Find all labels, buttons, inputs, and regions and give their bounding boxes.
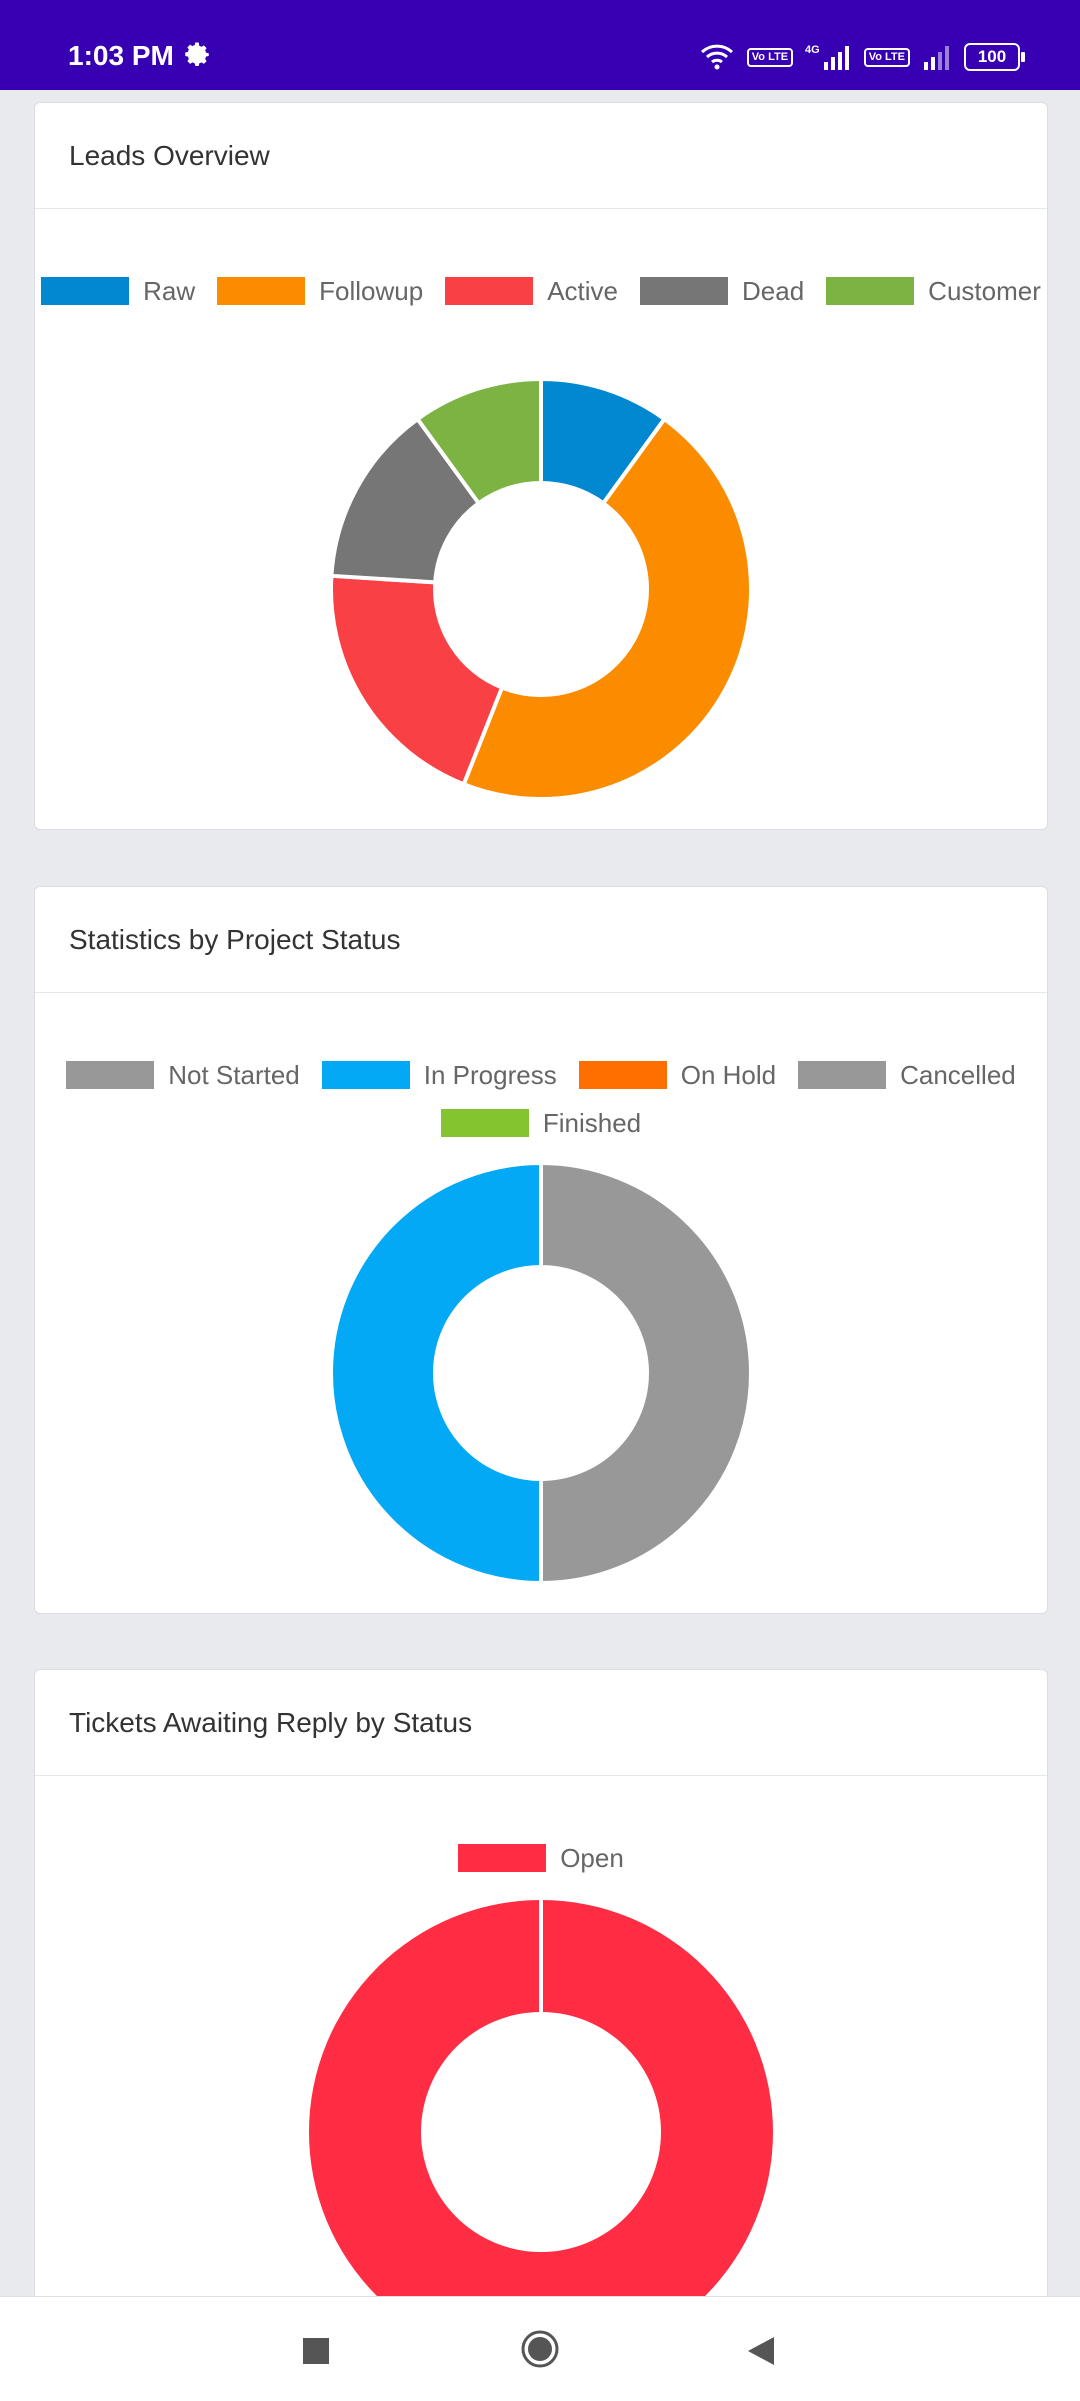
legend-swatch [440,1109,529,1137]
system-nav-bar [0,2296,1080,2401]
legend-label: Open [560,1842,624,1873]
legend-item[interactable]: Customer [826,275,1041,306]
wifi-icon [700,44,733,70]
chart-legend: Open [35,1842,1047,1873]
legend-item[interactable]: Followup [217,275,424,306]
project-status-card: Statistics by Project Status Not Started… [34,886,1048,1614]
home-circle-icon[interactable] [520,2329,560,2369]
legend-swatch [458,1844,547,1872]
legend-label: Customer [928,275,1041,306]
legend-item[interactable]: Finished [440,1107,642,1138]
volte-badge: Vo LTE [746,47,794,67]
legend-item[interactable]: On Hold [578,1059,777,1090]
legend-item[interactable]: Not Started [66,1059,300,1090]
chart-legend: Raw Followup Active Dead Customer [35,275,1047,306]
legend-swatch [217,277,306,305]
legend-swatch [640,277,729,305]
legend-label: Finished [542,1107,642,1138]
legend-label: Dead [742,275,805,306]
legend-item[interactable]: Dead [640,275,805,306]
legend-label: Raw [143,275,196,306]
legend-swatch [321,1061,410,1089]
recent-apps-square-icon[interactable] [302,2337,330,2365]
legend-label: Active [547,275,619,306]
donut-slice-customer[interactable] [415,379,543,506]
donut-slice-active[interactable] [331,573,504,787]
card-title: Tickets Awaiting Reply by Status [35,1670,1047,1776]
card-title: Leads Overview [35,103,1047,209]
chart-legend: Not Started In Progress On Hold Cancelled Fi… [35,1059,1047,1138]
legend-swatch [578,1061,667,1089]
legend-label: Cancelled [900,1059,1016,1090]
project-status-donut-chart [331,1163,751,1583]
donut-slice-dead[interactable] [331,417,481,585]
legend-swatch [41,277,130,305]
legend-label: In Progress [423,1059,557,1090]
signal-strength-icon [823,46,849,70]
back-triangle-icon[interactable] [746,2335,776,2367]
donut-slice-not-started[interactable] [539,1163,751,1583]
status-time: 1:03 PM [68,40,174,71]
legend-item[interactable]: Raw [41,275,196,306]
leads-overview-card: Leads Overview Raw Followup Active Dead Cust… [34,102,1048,830]
volte-badge-2: Vo LTE [863,47,910,67]
legend-item[interactable]: Open [458,1842,624,1873]
donut-slice-followup[interactable] [461,417,751,799]
legend-swatch [445,277,534,305]
donut-slice-open[interactable] [309,1900,773,2331]
tickets-status-card: Tickets Awaiting Reply by Status Open [34,1669,1048,2331]
signal-strength-icon-2 [924,46,949,70]
battery-icon: 100 [964,43,1025,71]
legend-label: On Hold [680,1059,777,1090]
signal-4g: 4G [805,44,852,70]
legend-item[interactable]: Cancelled [798,1059,1016,1090]
legend-swatch [798,1061,887,1089]
settings-gear-icon [185,42,209,66]
card-title: Statistics by Project Status [35,887,1047,993]
tickets-donut-chart [309,1900,773,2331]
donut-slice-in-progress[interactable] [331,1163,543,1583]
legend-swatch [826,277,915,305]
legend-item[interactable]: Active [445,275,619,306]
status-bar: 1:03 PM Vo LTE 4G Vo LTE 100 [0,0,1080,90]
legend-label: Not Started [168,1059,300,1090]
leads-donut-chart [331,379,751,799]
legend-label: Followup [319,275,424,306]
network-type-label: 4G [805,44,820,56]
legend-item[interactable]: In Progress [321,1059,557,1090]
legend-swatch [66,1061,155,1089]
